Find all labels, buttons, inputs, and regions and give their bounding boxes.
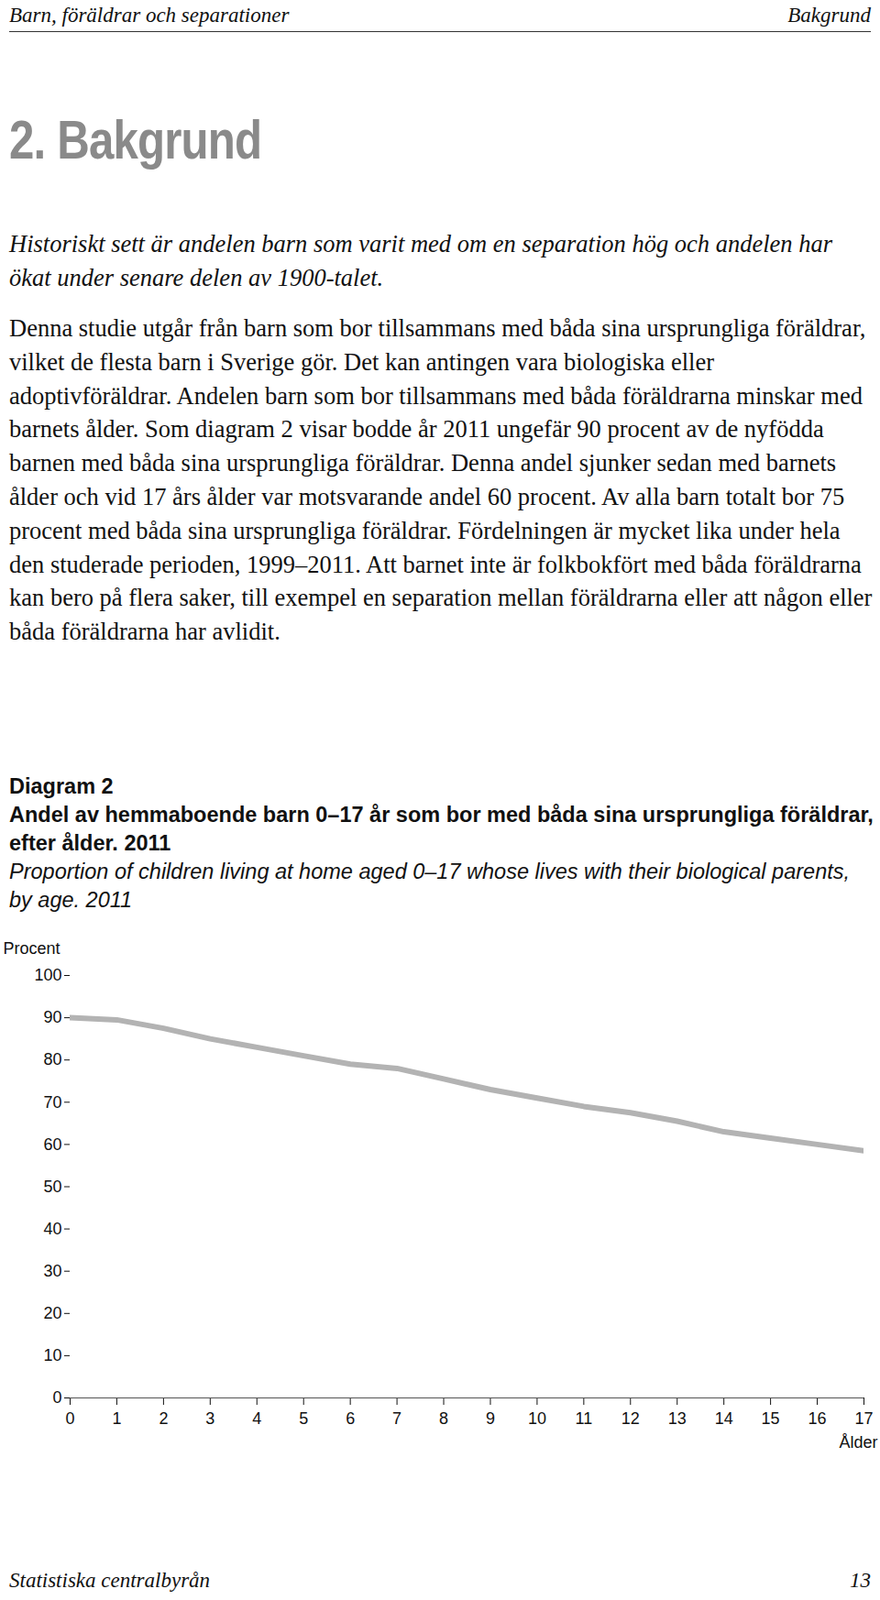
svg-text:10: 10 [528, 1409, 547, 1429]
svg-text:3: 3 [205, 1409, 215, 1429]
svg-text:9: 9 [485, 1409, 495, 1429]
svg-text:Procent: Procent [3, 939, 61, 958]
svg-text:70: 70 [43, 1093, 62, 1112]
svg-text:11: 11 [575, 1409, 594, 1429]
svg-text:50: 50 [43, 1177, 62, 1197]
svg-text:12: 12 [621, 1409, 640, 1429]
svg-text:90: 90 [43, 1008, 62, 1027]
svg-text:8: 8 [439, 1409, 449, 1429]
svg-text:0: 0 [65, 1409, 75, 1429]
svg-text:80: 80 [43, 1050, 62, 1069]
svg-text:30: 30 [43, 1262, 62, 1281]
svg-text:14: 14 [715, 1409, 734, 1429]
html-text:2. Bakgrund: 2. Bakgrund [9, 109, 262, 171]
svg-text:60: 60 [43, 1135, 62, 1155]
html-text:Statistiska centralbyrån: Statistiska centralbyrån [9, 1569, 211, 1593]
html-text:Bakgrund: Bakgrund [787, 3, 871, 27]
html-text:Denna studie utgår från barn s: Denna studie utgår från barn som bor til… [9, 314, 873, 646]
svg-text:4: 4 [252, 1409, 262, 1429]
svg-text:17: 17 [854, 1409, 873, 1429]
svg-text:6: 6 [345, 1409, 355, 1429]
html-text:Andel av hemmaboende barn 0–17: Andel av hemmaboende barn 0–17 år som bo… [9, 803, 874, 856]
svg-text:16: 16 [808, 1409, 827, 1429]
svg-text:1: 1 [111, 1409, 121, 1429]
svg-text:0: 0 [52, 1388, 62, 1408]
html-text:Diagram 2: Diagram 2 [9, 774, 114, 799]
svg-text:20: 20 [43, 1304, 62, 1323]
svg-text:40: 40 [43, 1220, 62, 1239]
svg-text:100: 100 [33, 966, 62, 985]
svg-text:2: 2 [158, 1409, 168, 1429]
html-text:Historiskt sett är andelen bar: Historiskt sett är andelen barn som vari… [9, 230, 833, 292]
svg-text:Ålder: Ålder [838, 1433, 878, 1452]
html-text:13: 13 [849, 1569, 871, 1593]
svg-text:7: 7 [392, 1409, 402, 1429]
svg-text:5: 5 [298, 1409, 308, 1429]
html-text:Barn, föräldrar och separation: Barn, föräldrar och separationer [9, 3, 290, 27]
svg-text:15: 15 [761, 1409, 781, 1429]
svg-text:10: 10 [43, 1346, 62, 1365]
html-text:Proportion of children living: Proportion of children living at home ag… [9, 859, 850, 913]
svg-text:13: 13 [668, 1409, 687, 1429]
